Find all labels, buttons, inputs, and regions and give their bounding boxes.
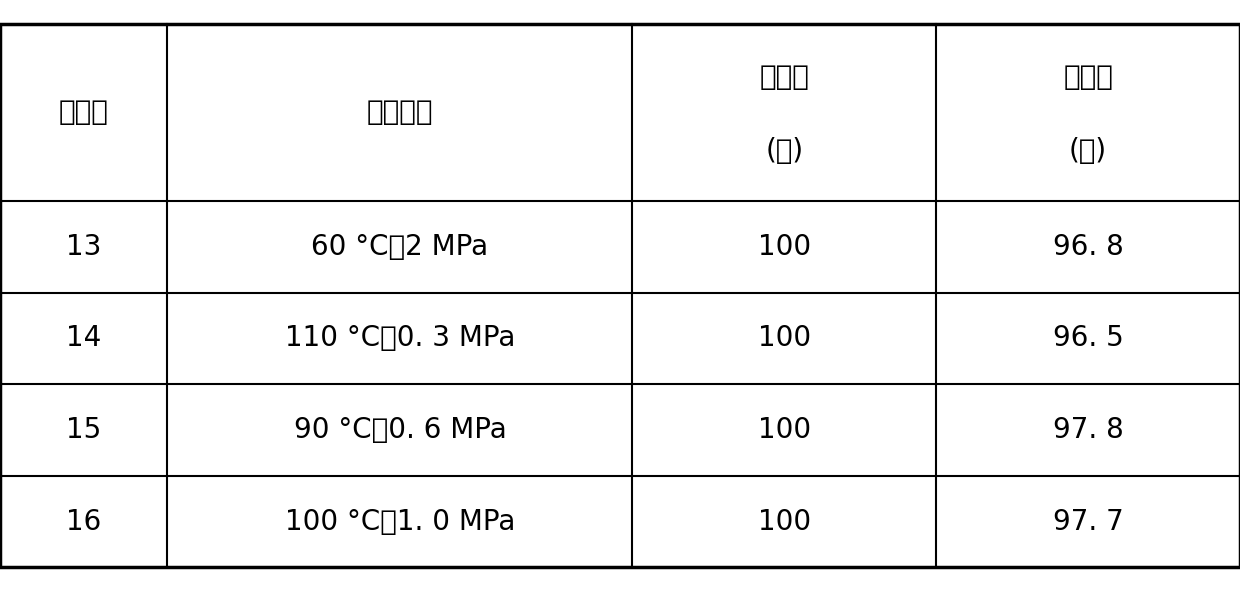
Text: (％): (％): [765, 137, 804, 165]
Text: 转化率: 转化率: [759, 63, 810, 91]
Text: 反应条件: 反应条件: [367, 98, 433, 126]
Text: 16: 16: [66, 508, 102, 535]
Text: 90 °C、0. 6 MPa: 90 °C、0. 6 MPa: [294, 416, 506, 444]
Text: 100: 100: [758, 508, 811, 535]
Text: 100 °C、1. 0 MPa: 100 °C、1. 0 MPa: [285, 508, 515, 535]
Text: 60 °C、2 MPa: 60 °C、2 MPa: [311, 233, 489, 261]
Text: 96. 5: 96. 5: [1053, 324, 1123, 352]
Text: 96. 8: 96. 8: [1053, 233, 1123, 261]
Text: (％): (％): [1069, 137, 1107, 165]
Text: 14: 14: [66, 324, 102, 352]
Text: 97. 7: 97. 7: [1053, 508, 1123, 535]
Text: 97. 8: 97. 8: [1053, 416, 1123, 444]
Text: 100: 100: [758, 324, 811, 352]
Text: 13: 13: [66, 233, 102, 261]
Text: 100: 100: [758, 416, 811, 444]
Text: 15: 15: [66, 416, 102, 444]
Text: 110 °C、0. 3 MPa: 110 °C、0. 3 MPa: [285, 324, 515, 352]
Text: 实施例: 实施例: [58, 98, 109, 126]
Text: 选择性: 选择性: [1063, 63, 1114, 91]
Text: 100: 100: [758, 233, 811, 261]
